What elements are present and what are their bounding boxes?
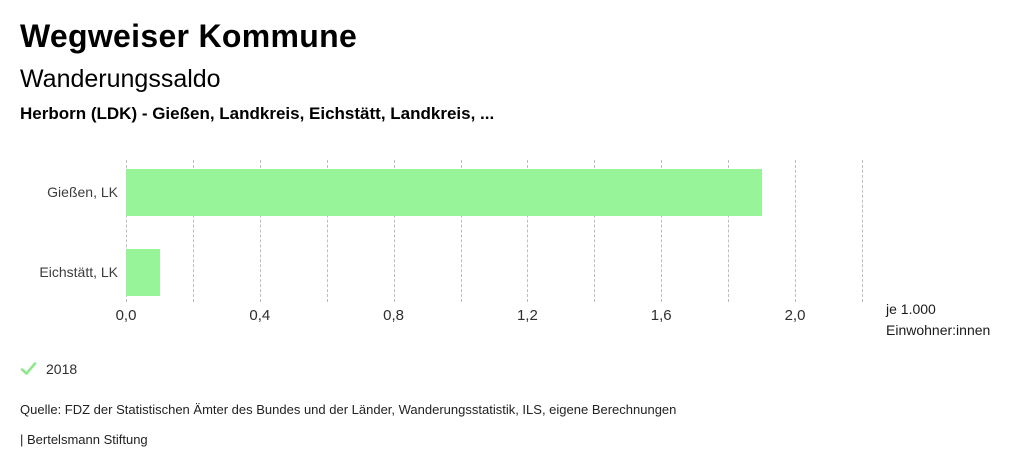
gridline bbox=[661, 160, 663, 302]
gridline bbox=[594, 160, 596, 302]
gridline bbox=[192, 160, 194, 302]
x-tick-label: 1,6 bbox=[650, 307, 672, 324]
source-text: Quelle: FDZ der Statistischen Ämter des … bbox=[20, 402, 677, 417]
app-title: Wegweiser Kommune bbox=[20, 18, 358, 54]
x-tick-label: 0,8 bbox=[383, 307, 405, 324]
gridline bbox=[126, 160, 127, 302]
x-tick-label: 0,0 bbox=[115, 307, 137, 324]
brand-text: | Bertelsmann Stiftung bbox=[20, 432, 148, 447]
gridline bbox=[795, 160, 796, 302]
legend-item-2018[interactable]: 2018 bbox=[20, 360, 77, 377]
gridline bbox=[393, 160, 395, 302]
category-label: Gießen, LK bbox=[47, 184, 118, 200]
category-label: Eichstätt, LK bbox=[39, 264, 118, 280]
x-tick-label: 2,0 bbox=[784, 307, 806, 324]
gridline bbox=[259, 160, 261, 302]
gridline bbox=[728, 160, 730, 302]
check-icon bbox=[20, 360, 37, 377]
comparison-subtitle: Herborn (LDK) - Gießen, Landkreis, Eichs… bbox=[20, 104, 495, 123]
x-tick-label: 0,4 bbox=[249, 307, 271, 324]
gridline bbox=[861, 160, 863, 302]
axis-unit-label: je 1.000 Einwohner:innen bbox=[886, 299, 990, 341]
legend-year-label: 2018 bbox=[46, 360, 78, 377]
chart-bar[interactable] bbox=[126, 249, 160, 296]
x-tick-label: 1,2 bbox=[516, 307, 538, 324]
gridline bbox=[460, 160, 462, 302]
chart-title: Wanderungssaldo bbox=[20, 65, 221, 93]
axis-unit-line1: je 1.000 bbox=[886, 301, 936, 317]
gridline bbox=[326, 160, 328, 302]
gridline bbox=[527, 160, 529, 302]
chart-bar[interactable] bbox=[126, 169, 762, 216]
axis-unit-line2: Einwohner:innen bbox=[886, 322, 991, 338]
